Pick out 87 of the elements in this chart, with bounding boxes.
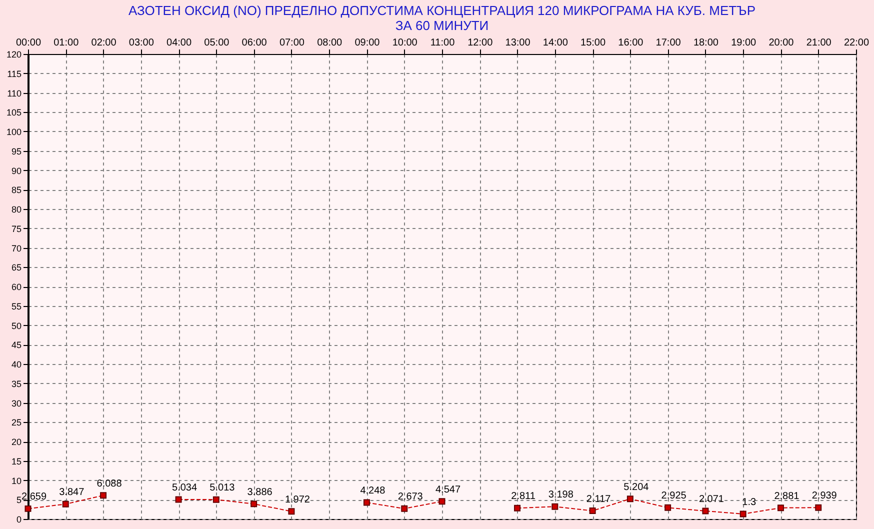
point <box>212 496 220 503</box>
point <box>288 508 295 515</box>
point <box>100 492 107 499</box>
data-label: 4.547 <box>435 484 461 496</box>
x-tick-label: 04:00 <box>166 38 192 48</box>
y-tick-label: 80 <box>11 204 22 214</box>
y-tick-label: 100 <box>6 127 22 137</box>
x-tick-label: 14:00 <box>542 38 568 48</box>
data-label: 3.847 <box>59 487 85 498</box>
data-label: 2.117 <box>586 494 612 505</box>
point <box>24 505 32 512</box>
text: ЗА 60 МИНУТИ <box>395 18 489 33</box>
x-tick-label: 19:00 <box>731 38 757 48</box>
data-label: 2.071 <box>698 494 724 505</box>
x-tick-label: 09:00 <box>354 38 380 48</box>
y-tick-label: 120 <box>6 50 22 60</box>
point <box>740 510 746 518</box>
point <box>815 504 822 511</box>
data-label: 5.034 <box>172 482 198 494</box>
point <box>589 508 596 514</box>
y-tick-label: 0 <box>16 514 22 524</box>
point <box>62 500 69 508</box>
x-tick-label: 05:00 <box>204 38 230 48</box>
data-label: 1.3 <box>742 496 756 508</box>
y-tick-label: 25 <box>11 418 22 428</box>
point <box>363 499 370 506</box>
data-label: 5.204 <box>624 482 650 493</box>
x-tick-label: 06:00 <box>242 38 268 48</box>
x-tick-label: 15:00 <box>580 38 606 48</box>
x-tick-label: 10:00 <box>392 38 418 48</box>
data-label: 2.925 <box>661 490 687 502</box>
data-label: 2.939 <box>812 490 838 502</box>
x-tick-label: 08:00 <box>317 38 343 48</box>
point <box>777 504 784 512</box>
y-tick-label: 85 <box>11 185 22 196</box>
y-tick-label: 55 <box>11 301 22 312</box>
x-tick-label: 18:00 <box>693 38 719 48</box>
point <box>552 503 558 510</box>
x-tick-label: 20:00 <box>768 38 794 48</box>
y-tick-label: 65 <box>11 262 22 273</box>
point <box>702 508 709 514</box>
point <box>664 504 672 511</box>
y-tick-label: 50 <box>11 320 22 331</box>
y-tick-label: 60 <box>11 282 22 292</box>
x-tick-label: 21:00 <box>806 38 832 48</box>
x-tick-label: 07:00 <box>279 38 305 48</box>
data-label: 2.881 <box>774 490 800 502</box>
data-label: 4.248 <box>360 486 386 497</box>
point <box>175 496 182 503</box>
x-tick-label: 11:00 <box>430 38 456 48</box>
point <box>438 498 446 505</box>
data-label: 6.088 <box>96 478 122 490</box>
x-tick-label: 17:00 <box>656 38 682 48</box>
x-tick-label: 03:00 <box>128 38 154 48</box>
y-tick-label: 10 <box>11 476 22 486</box>
y-tick-label: 45 <box>11 340 22 350</box>
point <box>401 505 408 512</box>
x-tick-label: 00:00 <box>16 38 42 48</box>
y-tick-label: 20 <box>11 437 22 447</box>
y-tick-label: 15 <box>11 456 22 466</box>
y-tick-label: 110 <box>7 88 22 98</box>
x-tick-label: 22:00 <box>844 38 870 48</box>
data-label: 3.886 <box>247 486 273 498</box>
data-label: 2.811 <box>511 491 536 502</box>
y-tick-label: 70 <box>11 243 22 254</box>
text: АЗОТЕН ОКСИД (NO) ПРЕДЕЛНО ДОПУСТИМА КОНЦЕНТРАЦИЯ 120 МИКРОГРАМА НА КУБ. МЕТЪР <box>128 3 756 18</box>
y-tick-label: 35 <box>11 378 22 389</box>
y-tick-label: 5 <box>16 495 22 506</box>
y-tick-label: 105 <box>6 108 22 118</box>
data-label: 5.013 <box>210 482 236 494</box>
x-tick-label: 02:00 <box>91 38 117 48</box>
x-tick-label: 13:00 <box>505 38 531 48</box>
x-tick-label: 12:00 <box>468 38 494 48</box>
point <box>626 496 634 502</box>
y-tick-label: 95 <box>11 146 22 156</box>
y-tick-label: 75 <box>11 224 22 234</box>
x-tick-label: 16:00 <box>618 38 644 48</box>
point <box>514 504 521 512</box>
y-tick-label: 115 <box>7 68 22 79</box>
data-label: 3.198 <box>548 490 574 501</box>
data-label: 2.673 <box>398 492 424 503</box>
y-tick-label: 30 <box>11 398 22 408</box>
y-tick-label: 90 <box>11 166 22 176</box>
y-tick-label: 40 <box>11 360 22 370</box>
data-label: 1.972 <box>284 494 310 506</box>
point <box>250 500 258 508</box>
x-tick-label: 01:00 <box>54 38 80 48</box>
